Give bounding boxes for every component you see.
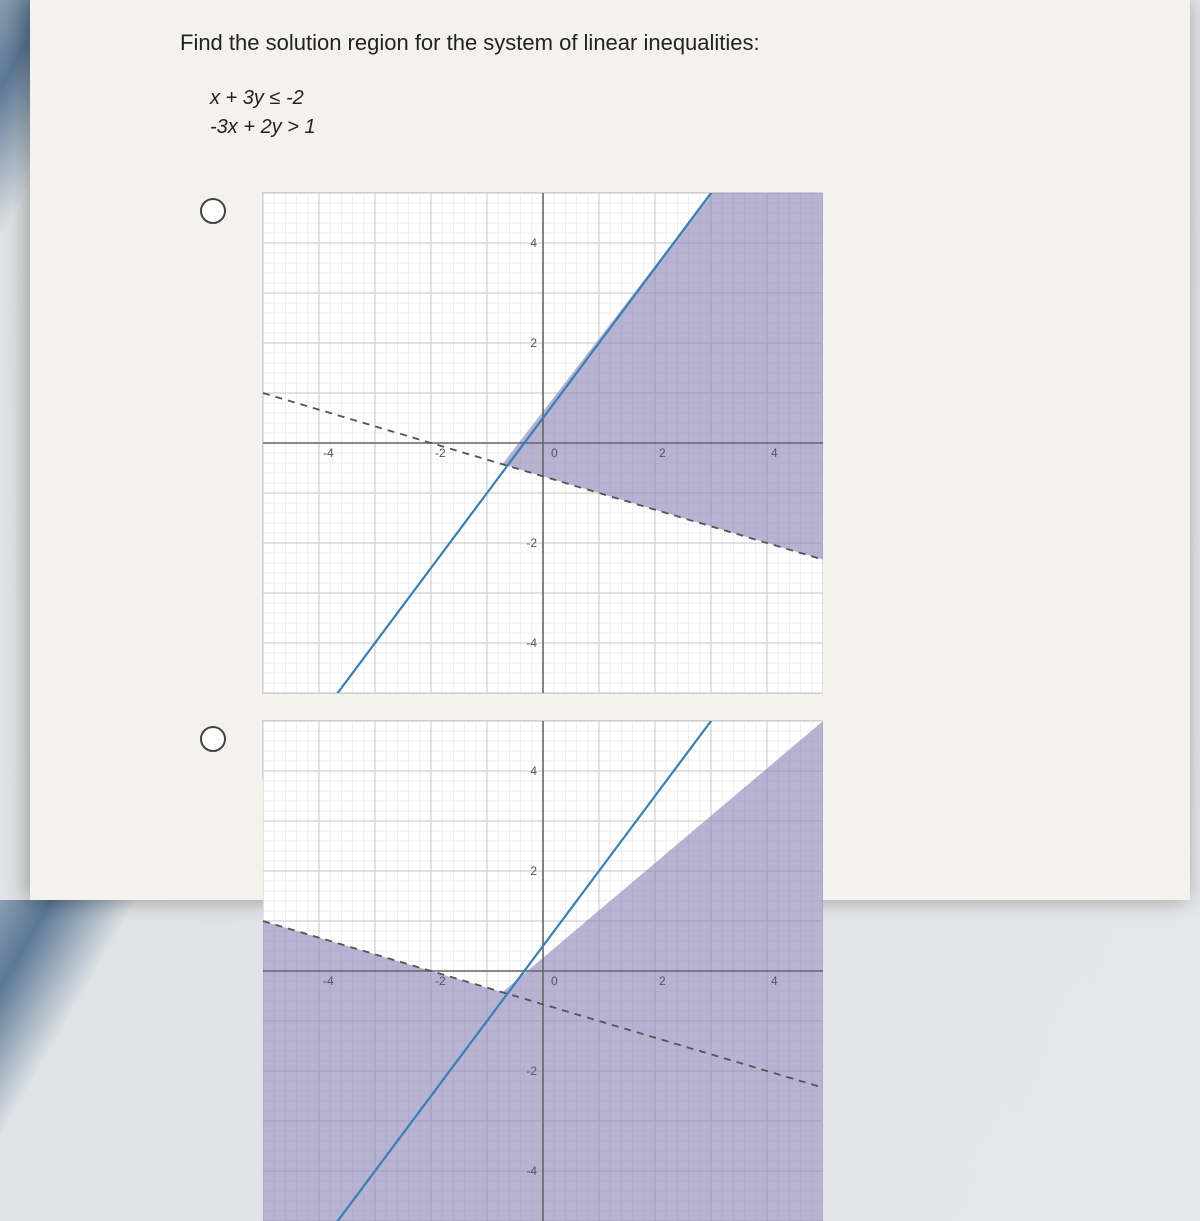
option-a-row: -4 -2 0 2 4 -4 -2 2 4 [200, 192, 1050, 694]
svg-text:-4: -4 [323, 446, 334, 460]
svg-text:4: 4 [771, 974, 778, 988]
question-title: Find the solution region for the system … [180, 30, 1050, 56]
svg-text:4: 4 [530, 236, 537, 250]
svg-text:4: 4 [771, 446, 778, 460]
inequality-2: -3x + 2y > 1 [210, 113, 1050, 142]
svg-text:-4: -4 [323, 974, 334, 988]
svg-text:2: 2 [659, 974, 666, 988]
graph-svg: -4 -2 0 2 4 -4 -2 2 4 [263, 193, 823, 693]
svg-text:2: 2 [530, 336, 537, 350]
svg-text:-2: -2 [526, 1064, 537, 1078]
inequality-1: x + 3y ≤ -2 [210, 84, 1050, 113]
svg-text:-2: -2 [435, 446, 446, 460]
svg-text:2: 2 [659, 446, 666, 460]
option-a-radio[interactable] [200, 198, 226, 224]
svg-text:-2: -2 [526, 536, 537, 550]
svg-text:4: 4 [530, 764, 537, 778]
svg-text:2: 2 [530, 864, 537, 878]
svg-text:0: 0 [551, 974, 558, 988]
svg-text:-2: -2 [435, 974, 446, 988]
option-a-graph: -4 -2 0 2 4 -4 -2 2 4 [262, 192, 822, 694]
svg-text:-4: -4 [526, 636, 537, 650]
graph-svg-clipped: -4 -2 0 2 4 -4 -2 2 4 [263, 721, 823, 1221]
option-b-graph-clipped: -4-2024-4-224 [262, 720, 822, 780]
worksheet-paper: Find the solution region for the system … [30, 0, 1190, 900]
svg-text:-4: -4 [526, 1164, 537, 1178]
option-b-row: -4-2024-4-224 [200, 720, 1050, 780]
option-b-radio[interactable] [200, 726, 226, 752]
inequalities-block: x + 3y ≤ -2 -3x + 2y > 1 [210, 84, 1050, 142]
svg-text:0: 0 [551, 446, 558, 460]
